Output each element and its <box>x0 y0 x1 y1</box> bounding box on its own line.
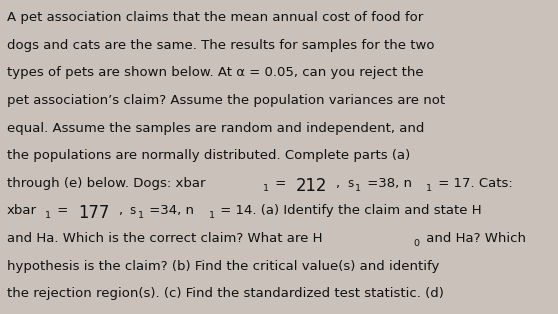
Text: =: = <box>271 177 290 190</box>
Text: the rejection region(s). (c) Find the standardized test statistic. (d): the rejection region(s). (c) Find the st… <box>7 287 444 300</box>
Text: 1: 1 <box>138 211 143 220</box>
Text: 1: 1 <box>426 184 432 193</box>
Text: 1: 1 <box>263 184 269 193</box>
Text: ,: , <box>336 177 345 190</box>
Text: 212: 212 <box>296 177 327 195</box>
Text: hypothesis is the claim? (b) Find the critical value(s) and identify: hypothesis is the claim? (b) Find the cr… <box>7 260 439 273</box>
Text: s: s <box>347 177 353 190</box>
Text: s: s <box>129 204 136 217</box>
Text: pet association’s claim? Assume the population variances are not: pet association’s claim? Assume the popu… <box>7 94 445 107</box>
Text: A pet association claims that the mean annual cost of food for: A pet association claims that the mean a… <box>7 11 423 24</box>
Text: 1: 1 <box>355 184 361 193</box>
Text: the populations are normally distributed. Complete parts (a): the populations are normally distributed… <box>7 149 410 162</box>
Text: 177: 177 <box>78 204 110 222</box>
Text: = 14. (a) Identify the claim and state H: = 14. (a) Identify the claim and state H <box>217 204 482 217</box>
Text: 1: 1 <box>209 211 215 220</box>
Text: types of pets are shown below. At α = 0.05, can you reject the: types of pets are shown below. At α = 0.… <box>7 66 424 79</box>
Text: =34, n: =34, n <box>146 204 194 217</box>
Text: equal. Assume the samples are random and independent, and: equal. Assume the samples are random and… <box>7 122 424 134</box>
Text: dogs and cats are the same. The results for samples for the two: dogs and cats are the same. The results … <box>7 39 434 51</box>
Text: ,: , <box>119 204 127 217</box>
Text: =: = <box>53 204 73 217</box>
Text: 0: 0 <box>414 239 420 248</box>
Text: and Ha? Which: and Ha? Which <box>421 232 526 245</box>
Text: through (e) below. Dogs: xbar: through (e) below. Dogs: xbar <box>7 177 205 190</box>
Text: = 17. Cats:: = 17. Cats: <box>434 177 513 190</box>
Text: xbar: xbar <box>7 204 37 217</box>
Text: 1: 1 <box>45 211 51 220</box>
Text: and Ha. Which is the correct claim? What are H: and Ha. Which is the correct claim? What… <box>7 232 322 245</box>
Text: =38, n: =38, n <box>363 177 412 190</box>
